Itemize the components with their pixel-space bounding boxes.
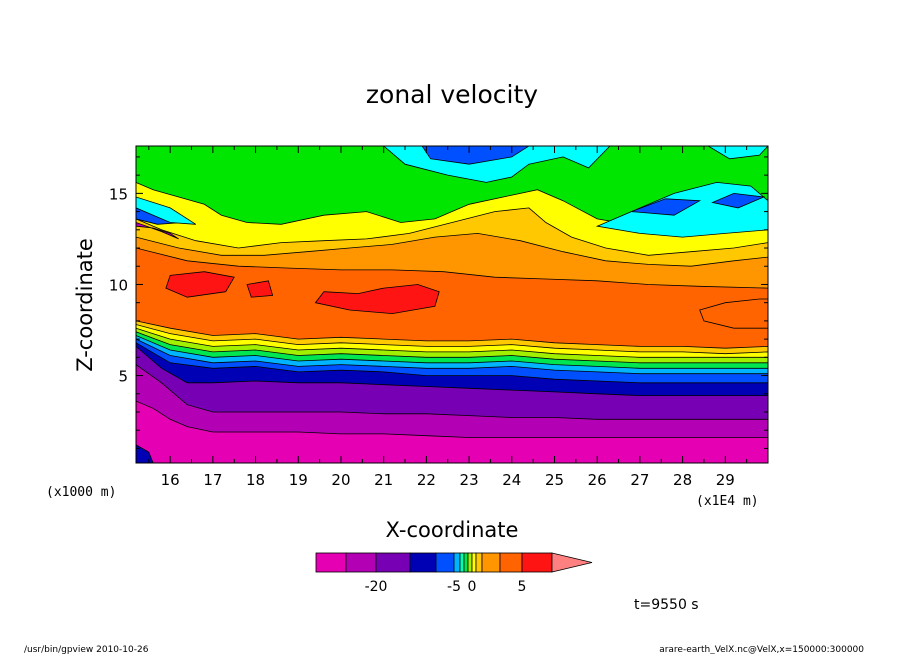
y-axis-label: Z-coordinate [73, 238, 97, 372]
x-axis-label: X-coordinate [386, 518, 519, 542]
x-tick-label: 23 [460, 471, 479, 489]
colorbar-swatch [482, 553, 500, 572]
colorbar-swatch [410, 553, 436, 572]
colorbar-tick-label: -20 [365, 579, 388, 595]
colorbar-swatch [476, 553, 482, 572]
colorbar-swatch [436, 553, 454, 572]
colorbar-tick-label: 0 [468, 579, 477, 595]
colorbar-swatch [460, 553, 464, 572]
plot-area [136, 146, 768, 463]
colorbar-swatch [454, 553, 460, 572]
x-tick-label: 18 [246, 471, 265, 489]
footer-left: /usr/bin/gpview 2010-10-26 [24, 645, 149, 654]
x-tick-label: 29 [716, 471, 735, 489]
x-tick-label: 16 [161, 471, 180, 489]
colorbar-swatch [468, 553, 472, 572]
y-tick-label: 5 [118, 368, 128, 386]
colorbar-swatch [316, 553, 346, 572]
colorbar-swatch [376, 553, 410, 572]
x-axis-unit: (x1E4 m) [696, 494, 759, 509]
y-tick-label: 15 [109, 185, 128, 203]
x-tick-label: 25 [545, 471, 564, 489]
colorbar-swatch [346, 553, 376, 572]
x-tick-label: 21 [374, 471, 393, 489]
x-tick-label: 27 [630, 471, 649, 489]
chart-title: zonal velocity [366, 80, 538, 109]
colorbar-swatch [472, 553, 476, 572]
x-tick-label: 17 [203, 471, 222, 489]
colorbar [316, 553, 592, 572]
x-tick-label: 24 [502, 471, 521, 489]
colorbar-tick-label: 5 [518, 579, 527, 595]
x-tick-label: 28 [673, 471, 692, 489]
colorbar-tick-label: -5 [447, 579, 461, 595]
colorbar-swatch [464, 553, 468, 572]
x-tick-label: 22 [417, 471, 436, 489]
x-tick-label: 20 [331, 471, 350, 489]
colorbar-swatch [500, 553, 522, 572]
colorbar-swatch [522, 553, 552, 572]
colorbar-labels: -20 -5 0 5 [365, 579, 527, 595]
colorbar-extension-arrow [552, 553, 592, 572]
x-tick-label: 26 [588, 471, 607, 489]
footer-right: arare-earth_VelX.nc@VelX,x=150000:300000 [659, 645, 864, 654]
x-tick-label: 19 [289, 471, 308, 489]
time-label: t=9550 s [634, 597, 699, 613]
y-axis-unit: (x1000 m) [46, 485, 116, 500]
y-tick-label: 10 [109, 276, 128, 294]
